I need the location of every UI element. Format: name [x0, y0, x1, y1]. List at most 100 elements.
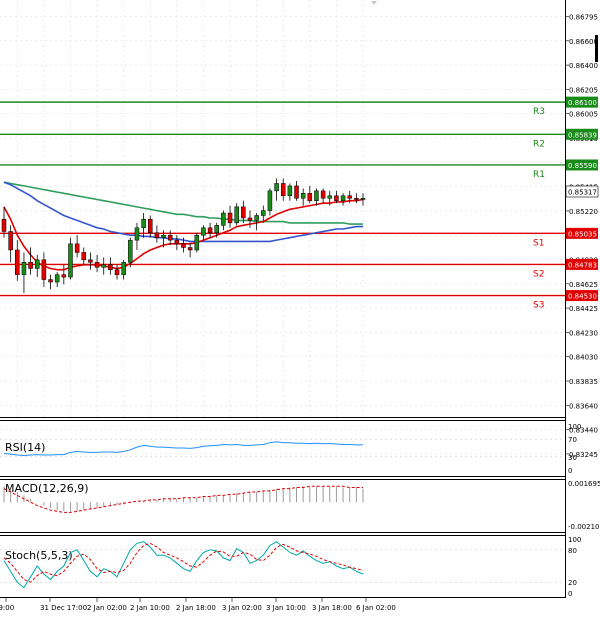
time-tick-label: 2 Jan 10:00: [130, 604, 170, 612]
candle: [354, 193, 359, 204]
candle: [287, 183, 293, 201]
candle-body: [141, 218, 146, 229]
level-label-r3: R3: [533, 107, 545, 117]
candle: [88, 252, 93, 270]
time-tick-label: 09:00: [0, 604, 14, 612]
candle-body: [294, 185, 299, 199]
macd-pane[interactable]: MACD(12,26,9) 0.001695 -0.002101: [3, 480, 600, 531]
candle-body: [334, 195, 339, 201]
price-tick-label: 0.83640: [569, 402, 598, 410]
candle-body: [121, 262, 126, 275]
stoch-tick-label: 100: [568, 536, 581, 544]
candle: [134, 222, 140, 250]
level-label-s3: S3: [533, 301, 544, 311]
rsi-pane[interactable]: RSI(14) 100 70 30 0: [0, 423, 581, 475]
rsi-tick-label: 30: [568, 454, 577, 462]
candle-body: [320, 190, 326, 199]
candle-body: [1, 218, 7, 232]
candle: [74, 235, 80, 258]
candle: [108, 257, 113, 275]
time-tick-label: 2 Jan 18:00: [176, 604, 216, 612]
level-tag-r3: 0.86100: [568, 99, 597, 107]
candle-body: [194, 234, 200, 251]
rsi-line: [3, 441, 363, 457]
level-price-tags: 0.86100 0.85839 0.85590 0.85035 0.84783 0.845…: [566, 96, 598, 302]
candle: [128, 237, 133, 268]
stoch-label: Stoch(5,5,3): [5, 549, 73, 562]
candle: [234, 203, 239, 226]
candle-body: [354, 197, 359, 200]
level-tag-s3: 0.84530: [568, 293, 597, 301]
price-pane[interactable]: R3 R2 R1 S1 S2 S3 0.86795 0.86600 0.86400 0.8620…: [0, 0, 599, 459]
candle: [141, 213, 146, 238]
stoch-pane[interactable]: Stoch(5,5,3) 100 80 20 0: [0, 536, 581, 598]
candle: [194, 232, 200, 253]
candle-body: [227, 212, 233, 224]
rsi-tick-label: 0: [568, 467, 572, 475]
candle: [261, 205, 266, 223]
price-tick-label: 0.84425: [569, 305, 598, 313]
horizontal-grid: [0, 16, 565, 455]
candle: [187, 242, 193, 258]
candle: [154, 225, 160, 243]
candle-body: [214, 225, 219, 233]
level-tag-box: [566, 128, 598, 140]
price-tick-label: 0.84230: [569, 329, 598, 337]
candle-body: [48, 279, 53, 283]
level-tag-r1: 0.85590: [568, 162, 597, 170]
level-label-r2: R2: [533, 139, 545, 149]
candle-body: [340, 195, 346, 201]
candle-body: [221, 212, 226, 226]
candle-body: [74, 243, 80, 253]
candle-body: [21, 262, 27, 275]
candle-body: [94, 262, 100, 268]
candle: [294, 180, 299, 201]
candle-body: [161, 234, 166, 238]
candle: [201, 225, 206, 241]
candle-body: [187, 247, 193, 251]
candle-body: [134, 227, 140, 241]
current-price-tag: 0.85317: [565, 185, 599, 198]
stoch-axis: 100 80 20 0: [0, 536, 581, 598]
macd-histogram: [3, 486, 364, 512]
candle-body: [54, 274, 60, 283]
level-tag-s2: 0.84783: [568, 261, 597, 269]
macd-tick-label: 0.001695: [568, 480, 600, 488]
candle-body: [101, 264, 106, 268]
candle: [15, 240, 20, 281]
level-tag-s1: 0.85035: [568, 230, 597, 238]
price-tick-label: 0.83835: [569, 378, 598, 386]
candle-body: [274, 183, 279, 192]
candle-body: [88, 259, 93, 263]
candle-body: [108, 264, 113, 270]
candle: [300, 188, 306, 206]
candle-body: [201, 227, 206, 236]
price-tick-label: 0.85220: [569, 208, 598, 216]
candle-body: [114, 269, 120, 275]
candle-body: [207, 227, 213, 233]
candle-body: [254, 215, 259, 221]
candle-body: [314, 190, 319, 201]
candle: [21, 252, 27, 294]
price-tick-label: 0.86005: [569, 111, 598, 119]
candle: [41, 252, 47, 287]
level-label-s2: S2: [533, 269, 544, 279]
time-tick-label: 3 Jan 02:00: [222, 604, 262, 612]
candle: [81, 247, 87, 265]
candle-body: [167, 234, 173, 241]
candle: [148, 215, 153, 238]
time-tick-label: 3 Jan 10:00: [266, 604, 306, 612]
candle: [68, 237, 73, 280]
candle: [207, 222, 213, 238]
candle: [280, 178, 286, 201]
candle: [227, 205, 233, 228]
rsi-axis: 100 70 30 0: [0, 423, 581, 475]
stoch-tick-label: 0: [568, 590, 572, 598]
candle-body: [280, 183, 286, 197]
candle: [267, 188, 273, 216]
candle: [247, 210, 253, 228]
candle: [314, 188, 319, 206]
candle-body: [234, 206, 239, 224]
